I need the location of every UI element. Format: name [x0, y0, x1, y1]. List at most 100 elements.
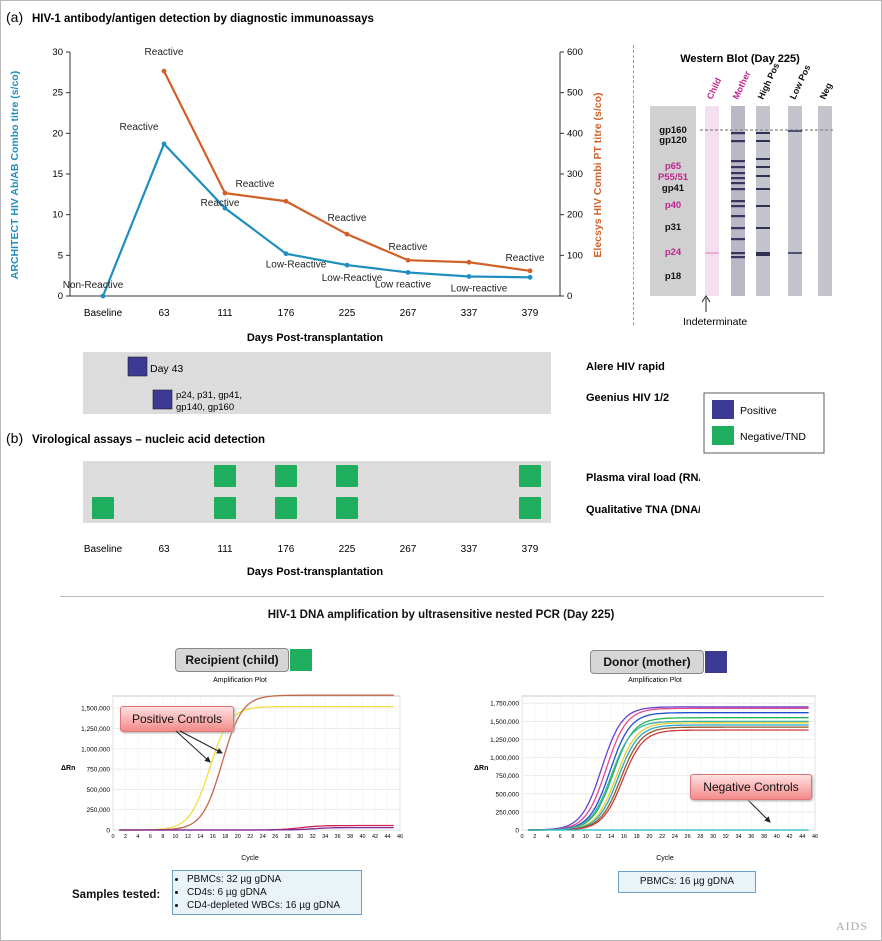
- x-tick-label: 2: [533, 834, 536, 840]
- point-label: Non-Reactive: [63, 280, 124, 291]
- point-label: Reactive: [236, 179, 275, 190]
- x-tick-label: 26: [685, 834, 691, 840]
- nat-day-label: 379: [522, 544, 539, 555]
- x-tick-label: 4: [136, 834, 139, 840]
- high-pos-band: [756, 227, 770, 229]
- divider-horizontal: [60, 596, 824, 597]
- panel-a-letter: (a): [6, 9, 23, 25]
- nat-day-label: 225: [339, 544, 356, 555]
- amplification-curve: [528, 720, 809, 831]
- data-point: [161, 141, 167, 147]
- nat-day-labels: Baseline 63 111 176 225 267 337 379: [84, 544, 539, 555]
- y-tick-label: 1,250,000: [490, 737, 519, 744]
- nat-negative-marker: [519, 497, 541, 519]
- right-tick-label: 600: [567, 47, 583, 58]
- y-tick-label: 250,000: [496, 809, 520, 816]
- x-tick-label: 32: [310, 834, 316, 840]
- data-point: [344, 262, 350, 268]
- right-tick-label: 500: [567, 88, 583, 99]
- negative-controls-text: Negative Controls: [703, 780, 799, 794]
- y-tick-label: 500,000: [87, 787, 111, 794]
- point-label: Reactive: [145, 47, 184, 58]
- x-tick-label: 6: [149, 834, 152, 840]
- series-line-architect: [101, 141, 531, 297]
- blot-strip: [705, 106, 719, 296]
- x-tick-label: 8: [571, 834, 574, 840]
- x-tick-label: 46: [397, 834, 403, 840]
- x-tick-label: 38: [347, 834, 353, 840]
- band-label: p18: [665, 271, 681, 282]
- tna-pcr-label: Qualitative TNA (DNA/RNA) PCR: [586, 504, 700, 516]
- alere-positive-marker: [127, 356, 148, 377]
- x-tick-label: 20: [646, 834, 652, 840]
- amplification-curve: [528, 729, 809, 831]
- x-tick-label: 44: [799, 834, 805, 840]
- panel-b-title: Virological assays – nucleic acid detect…: [32, 434, 265, 446]
- nat-day-label: 267: [400, 544, 417, 555]
- legend-negative-label: Negative/TND: [740, 431, 806, 443]
- x-tick-label: 0: [111, 834, 114, 840]
- nat-negative-marker: [214, 497, 236, 519]
- left-tick-label: 20: [52, 128, 63, 139]
- negative-controls-callout: Negative Controls: [690, 774, 812, 800]
- left-tick-label: 0: [58, 291, 63, 302]
- x-tick-label: 28: [285, 834, 291, 840]
- legend-positive-label: Positive: [740, 405, 777, 417]
- nat-negative-marker: [336, 465, 358, 487]
- nat-negative-marker: [275, 465, 297, 487]
- left-tick-label: 15: [52, 169, 63, 180]
- mother-band: [731, 200, 745, 203]
- high-pos-band: [756, 158, 770, 160]
- y-tick-label: 1,000,000: [81, 746, 110, 753]
- x-tick-label: 12: [595, 834, 601, 840]
- left-tick-label: 5: [58, 250, 63, 261]
- sample-pbmcs: PBMCs: 32 µg gDNA: [187, 873, 355, 886]
- amplification-curve: [528, 706, 809, 831]
- x-tick-label: 26: [272, 834, 278, 840]
- point-label: Reactive: [506, 253, 545, 264]
- panel-b-x-label: Days Post-transplantation: [247, 566, 384, 578]
- panel-b-letter: (b): [6, 430, 23, 446]
- mother-band: [731, 140, 745, 143]
- data-point: [466, 259, 472, 265]
- x-tick-label: 16: [210, 834, 216, 840]
- right-axis-label: Elecsys HIV Combi PT titre (s/co): [592, 92, 604, 257]
- data-point: [222, 205, 228, 211]
- viral-load-label: Plasma viral load (RNA copies/ml): [586, 472, 700, 484]
- point-label: Low-Reactive: [266, 260, 327, 271]
- right-tick-label: 100: [567, 250, 583, 261]
- y-tick-label: 750,000: [87, 767, 111, 774]
- blot-strip: [818, 106, 832, 296]
- point-label: Reactive: [120, 122, 159, 133]
- mother-band: [731, 205, 745, 208]
- x-tick-label: 10: [583, 834, 589, 840]
- donor-purple-swatch: [705, 651, 727, 673]
- divider-vertical: [633, 45, 634, 325]
- high-pos-band: [756, 132, 770, 134]
- panel-a-title: HIV-1 antibody/antigen detection by diag…: [32, 13, 374, 25]
- x-tick-label: 44: [384, 834, 390, 840]
- x-tick-label: 42: [372, 834, 378, 840]
- donor-curves: 0 250,000 500,000 750,000 1,000,000 1,250,000…: [490, 695, 818, 840]
- right-tick-label: 300: [567, 169, 583, 180]
- x-tick-label: 42: [786, 834, 792, 840]
- mother-band: [731, 252, 745, 255]
- x-tick-label: 22: [659, 834, 665, 840]
- nat-day-label: 111: [217, 544, 233, 555]
- left-tick-label: 25: [52, 88, 63, 99]
- mother-band: [731, 172, 745, 175]
- data-point: [527, 268, 533, 274]
- donor-y-axis-label: ΔRn: [474, 765, 488, 772]
- data-point: [100, 293, 106, 299]
- geenius-bands-line2: gp140, gp160: [176, 402, 234, 413]
- data-point: [466, 274, 472, 279]
- nat-band: [83, 461, 551, 523]
- x-tick-label: 267: [400, 308, 417, 319]
- x-tick-label: 16: [621, 834, 627, 840]
- left-tick-label: 30: [52, 47, 63, 58]
- amplification-curve: [119, 705, 394, 831]
- indeterminate-label: Indeterminate: [683, 316, 747, 328]
